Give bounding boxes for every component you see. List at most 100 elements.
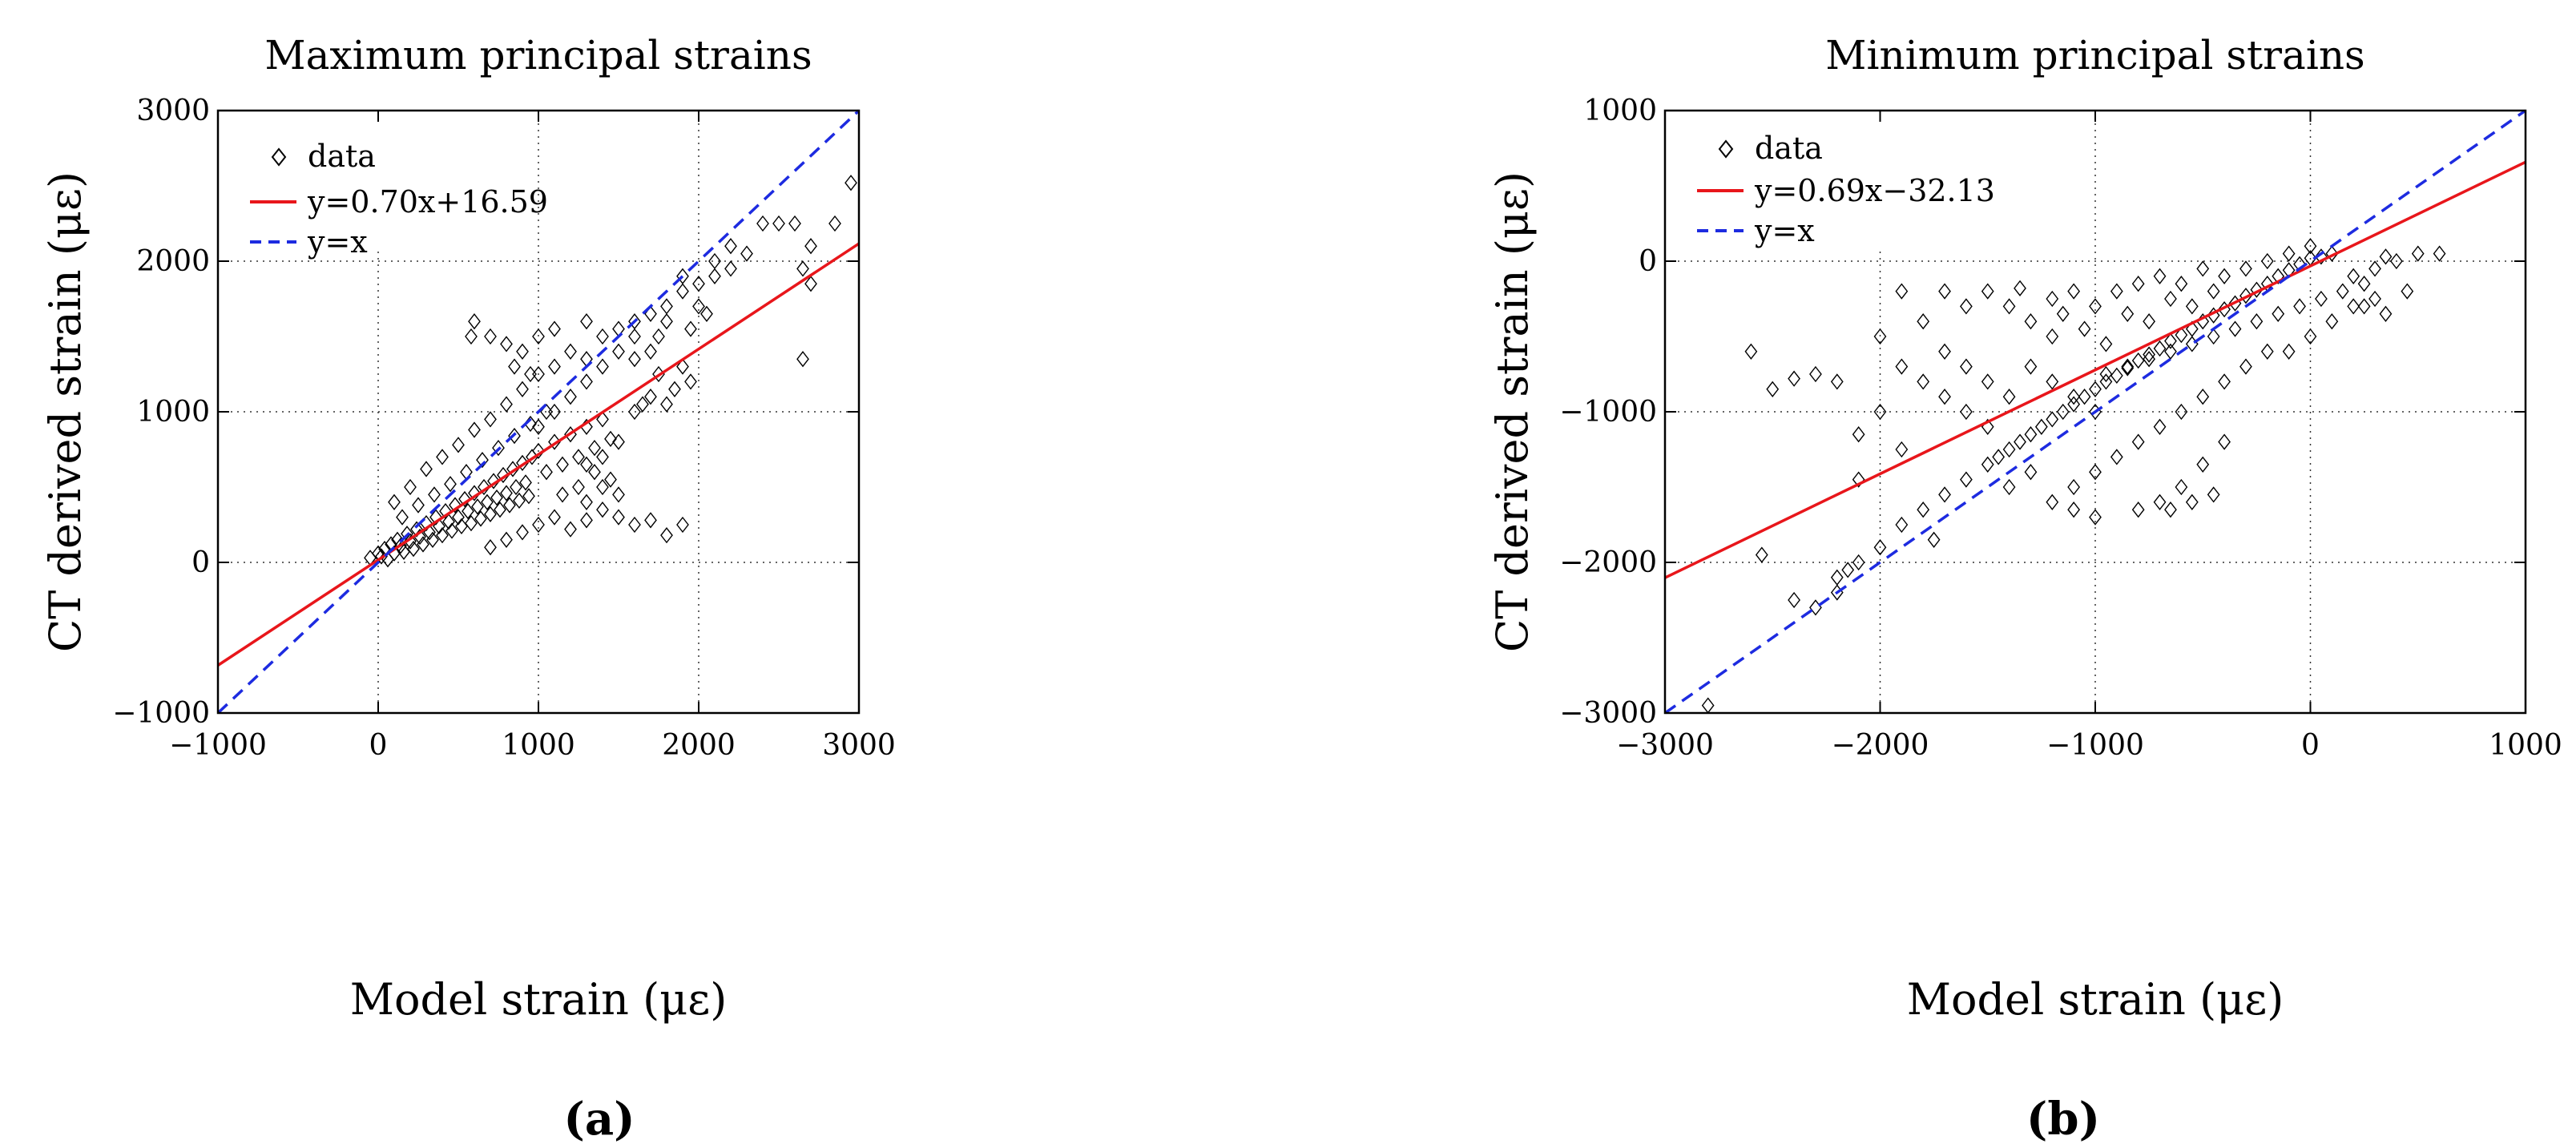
data-point (612, 433, 625, 450)
data-point (564, 389, 577, 405)
data-point (2390, 252, 2403, 270)
data-point (1744, 343, 1758, 360)
data-point (2175, 326, 2188, 344)
data-point (2175, 478, 2188, 496)
data-point (522, 488, 535, 505)
data-point (1788, 591, 1800, 609)
data-point (2315, 290, 2328, 308)
data-point (516, 524, 529, 541)
fit-line (1664, 160, 2526, 579)
data-point (2304, 328, 2317, 345)
data-point (417, 536, 429, 553)
x-axis-label: Model strain (με) (350, 974, 728, 1025)
data-point (2357, 276, 2371, 292)
data-point (516, 343, 529, 360)
legend-label-data: data (308, 139, 376, 174)
data-point (1841, 562, 1855, 578)
chart-title: Minimum principal strains (1825, 32, 2364, 79)
data-point (564, 521, 577, 538)
data-point (1895, 516, 1909, 534)
data-point (455, 518, 468, 535)
data-point (2196, 260, 2210, 277)
data-point (596, 328, 609, 345)
data-point (497, 466, 510, 484)
data-point (2046, 411, 2059, 428)
data-point (660, 396, 673, 413)
data-point (828, 215, 841, 232)
data-point (804, 238, 817, 255)
x-tick-label: 1000 (2489, 729, 2562, 762)
data-point (596, 411, 609, 428)
data-point (2175, 403, 2188, 421)
data-point (492, 439, 505, 457)
data-point (513, 492, 526, 510)
data-point (2067, 389, 2081, 405)
data-point (788, 215, 801, 232)
data-point (612, 486, 625, 503)
data-point (2067, 396, 2081, 413)
data-point (692, 276, 705, 292)
data-point (740, 245, 753, 262)
x-tick-label: 1000 (502, 729, 575, 762)
data-point (396, 509, 409, 526)
y-tick-label: 0 (1639, 245, 1657, 278)
x-tick-label: 0 (369, 729, 388, 762)
data-point (2014, 280, 2026, 296)
data-point (580, 313, 593, 330)
data-point (1960, 298, 1973, 315)
data-point (404, 478, 417, 496)
data-point (1809, 365, 1822, 383)
data-point (676, 268, 689, 284)
y-tick-label: 0 (191, 546, 210, 579)
data-point (604, 430, 617, 447)
data-point (516, 381, 529, 397)
data-point (412, 497, 425, 514)
data-point (580, 493, 593, 510)
data-point (1981, 456, 1994, 473)
data-point (494, 502, 506, 518)
data-point (2207, 307, 2220, 324)
data-point (2078, 320, 2091, 337)
x-tick-label: 0 (2301, 729, 2320, 762)
data-point (1830, 569, 1844, 586)
chart-panel-b: Minimum principal strains Model strain (… (1487, 32, 2562, 1144)
data-point (2164, 332, 2177, 349)
data-point (2089, 298, 2102, 315)
series-layer (1663, 109, 2527, 715)
identity-line (216, 109, 861, 715)
data-point (484, 539, 497, 556)
data-point (506, 461, 519, 477)
data-point (2153, 418, 2167, 435)
data-point (1992, 449, 2006, 465)
data-point (532, 418, 545, 435)
data-point (2368, 260, 2381, 277)
data-point (476, 452, 489, 469)
data-point (2260, 343, 2274, 360)
data-point (524, 365, 537, 383)
data-point (1917, 373, 1930, 390)
data-point (2250, 313, 2264, 330)
data-point (692, 298, 705, 315)
data-point (1895, 283, 1909, 300)
data-point (532, 516, 545, 534)
series-layer (216, 109, 861, 715)
y-axis-label: CT derived strain (με) (40, 171, 91, 652)
data-point (532, 442, 545, 460)
data-point (1927, 531, 1941, 548)
data-point (596, 449, 609, 465)
data-point (2185, 336, 2199, 352)
data-point (1755, 546, 1768, 563)
data-point (2110, 283, 2123, 300)
data-point (556, 456, 569, 473)
x-tick-label: −1000 (169, 729, 267, 762)
data-point (612, 509, 625, 526)
data-point (2250, 281, 2264, 298)
data-point (724, 260, 737, 277)
data-point (481, 493, 494, 510)
data-point (556, 486, 569, 503)
data-point (508, 427, 521, 445)
data-point (596, 502, 609, 518)
legend-marker-data (1718, 139, 1734, 159)
data-point (2099, 336, 2113, 352)
data-point (796, 351, 809, 368)
